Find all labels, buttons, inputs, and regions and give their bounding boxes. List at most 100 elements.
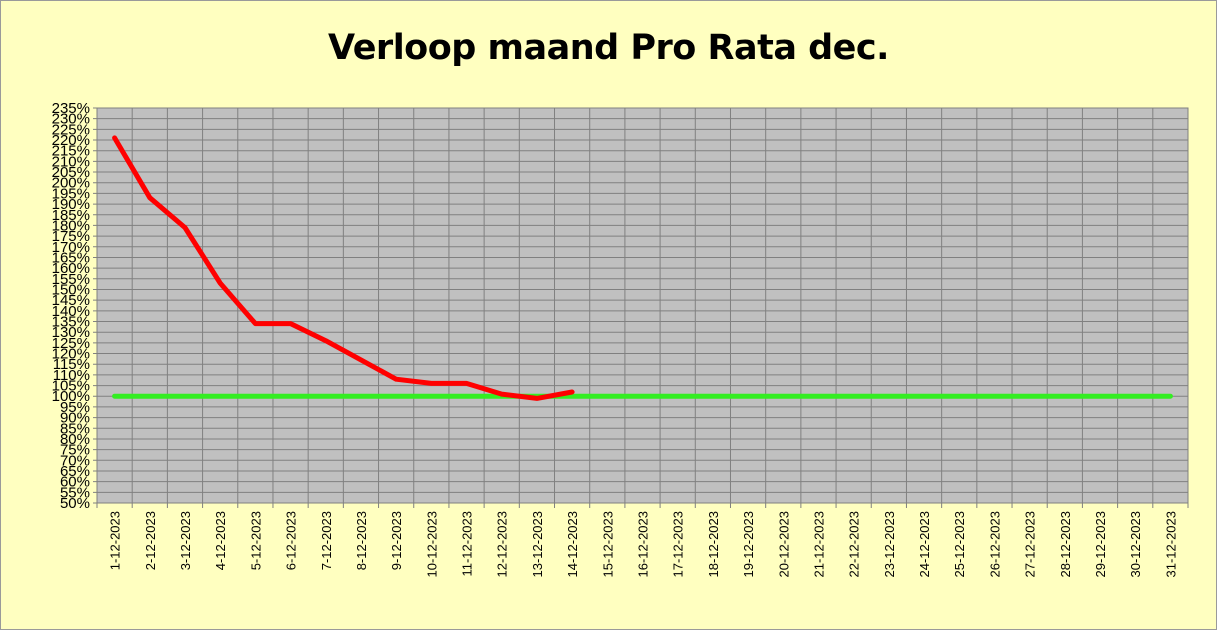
data-point-1 <box>816 394 820 398</box>
x-tick-label: 17-12-2023 <box>671 511 686 578</box>
y-tick-label: 170% <box>52 239 90 256</box>
series-line-0 <box>112 135 575 401</box>
y-tick-label: 70% <box>60 452 90 469</box>
data-point-0 <box>218 281 222 285</box>
x-tick-label: 9-12-2023 <box>389 511 404 570</box>
data-point-1 <box>1063 394 1067 398</box>
data-point-1 <box>1133 394 1137 398</box>
x-tick-label: 14-12-2023 <box>565 511 580 578</box>
y-tick-label: 185% <box>52 207 90 224</box>
x-tick-label: 24-12-2023 <box>917 511 932 578</box>
x-tick-label: 27-12-2023 <box>1023 511 1038 578</box>
y-tick-label: 85% <box>60 420 90 437</box>
data-point-0 <box>148 196 152 200</box>
data-point-1 <box>148 394 152 398</box>
y-tick-label: 55% <box>60 484 90 501</box>
data-point-0 <box>183 226 187 230</box>
data-point-1 <box>922 394 926 398</box>
x-tick-label: 13-12-2023 <box>530 511 545 578</box>
x-tick-label: 12-12-2023 <box>495 511 510 577</box>
chart-title: Verloop maand Pro Rata dec. <box>328 28 889 68</box>
y-tick-label: 230% <box>52 111 90 128</box>
y-tick-label: 130% <box>52 324 90 341</box>
data-point-1 <box>218 394 222 398</box>
x-tick-label: 25-12-2023 <box>952 511 967 578</box>
data-point-1 <box>1168 394 1172 398</box>
x-tick-label: 21-12-2023 <box>811 511 826 578</box>
data-point-1 <box>887 394 891 398</box>
plot-area <box>93 107 1189 508</box>
x-tick-label: 28-12-2023 <box>1058 511 1073 578</box>
x-tick-label: 22-12-2023 <box>847 511 862 578</box>
y-tick-label: 90% <box>60 410 90 427</box>
data-point-0 <box>289 322 293 326</box>
y-tick-label: 215% <box>52 143 90 160</box>
data-point-1 <box>781 394 785 398</box>
data-point-1 <box>113 394 117 398</box>
y-tick-label: 150% <box>52 281 90 298</box>
y-tick-label: 80% <box>60 431 90 448</box>
x-tick-label: 11-12-2023 <box>460 511 475 577</box>
y-tick-label: 175% <box>52 228 90 245</box>
x-tick-label: 19-12-2023 <box>741 511 756 578</box>
data-point-0 <box>394 377 398 381</box>
data-point-1 <box>394 394 398 398</box>
y-tick-label: 155% <box>52 271 90 288</box>
y-tick-label: 75% <box>60 442 90 459</box>
data-point-1 <box>465 394 469 398</box>
x-tick-label: 7-12-2023 <box>319 511 334 570</box>
x-tick-label: 3-12-2023 <box>178 511 193 570</box>
y-tick-label: 145% <box>52 292 90 309</box>
x-tick-label: 4-12-2023 <box>213 511 228 570</box>
y-tick-label: 135% <box>52 314 90 331</box>
data-point-1 <box>1028 394 1032 398</box>
data-point-1 <box>852 394 856 398</box>
data-point-1 <box>676 394 680 398</box>
y-tick-label: 165% <box>52 249 90 266</box>
y-tick-label: 110% <box>53 367 90 384</box>
data-point-1 <box>570 394 574 398</box>
y-tick-label: 180% <box>52 217 90 234</box>
y-tick-label: 60% <box>60 474 90 491</box>
data-point-1 <box>641 394 644 398</box>
data-point-0 <box>324 339 328 343</box>
y-tick-label: 190% <box>52 196 90 213</box>
data-point-1 <box>1098 394 1102 398</box>
y-tick-label: 205% <box>52 164 90 181</box>
plot-background <box>97 108 1188 503</box>
y-tick-label: 100% <box>52 388 90 405</box>
y-tick-label: 65% <box>60 463 90 480</box>
y-tick-label: 210% <box>52 153 90 170</box>
x-tick-label: 5-12-2023 <box>248 511 263 570</box>
y-tick-label: 200% <box>52 175 90 192</box>
y-tick-label: 120% <box>52 346 90 363</box>
data-point-0 <box>570 390 574 394</box>
data-point-0 <box>500 392 504 396</box>
y-tick-label: 160% <box>52 260 90 277</box>
x-tick-label: 2-12-2023 <box>143 511 158 570</box>
data-point-0 <box>535 396 539 400</box>
data-point-0 <box>359 358 363 362</box>
data-point-0 <box>465 381 469 385</box>
x-axis: 1-12-2023 2-12-2023 3-12-2023 4-12-2023 5-12… <box>108 511 1179 578</box>
y-tick-label: 220% <box>52 132 90 149</box>
y-tick-label: 225% <box>52 121 90 138</box>
data-point-1 <box>324 394 328 398</box>
y-tick-label: 140% <box>52 303 90 320</box>
data-point-1 <box>183 394 187 398</box>
data-point-1 <box>429 394 433 398</box>
y-tick-label: 95% <box>60 399 90 416</box>
data-point-1 <box>289 394 293 398</box>
data-point-1 <box>992 394 996 398</box>
data-point-1 <box>746 394 750 398</box>
x-tick-label: 18-12-2023 <box>706 511 721 578</box>
x-tick-label: 16-12-2023 <box>636 511 651 578</box>
y-tick-label: 195% <box>52 185 90 202</box>
data-point-0 <box>429 381 433 385</box>
x-tick-label: 29-12-2023 <box>1093 511 1108 578</box>
x-tick-label: 10-12-2023 <box>424 511 439 578</box>
y-tick-label: 235% <box>52 100 90 117</box>
x-tick-label: 6-12-2023 <box>284 511 299 570</box>
data-point-0 <box>113 136 117 140</box>
